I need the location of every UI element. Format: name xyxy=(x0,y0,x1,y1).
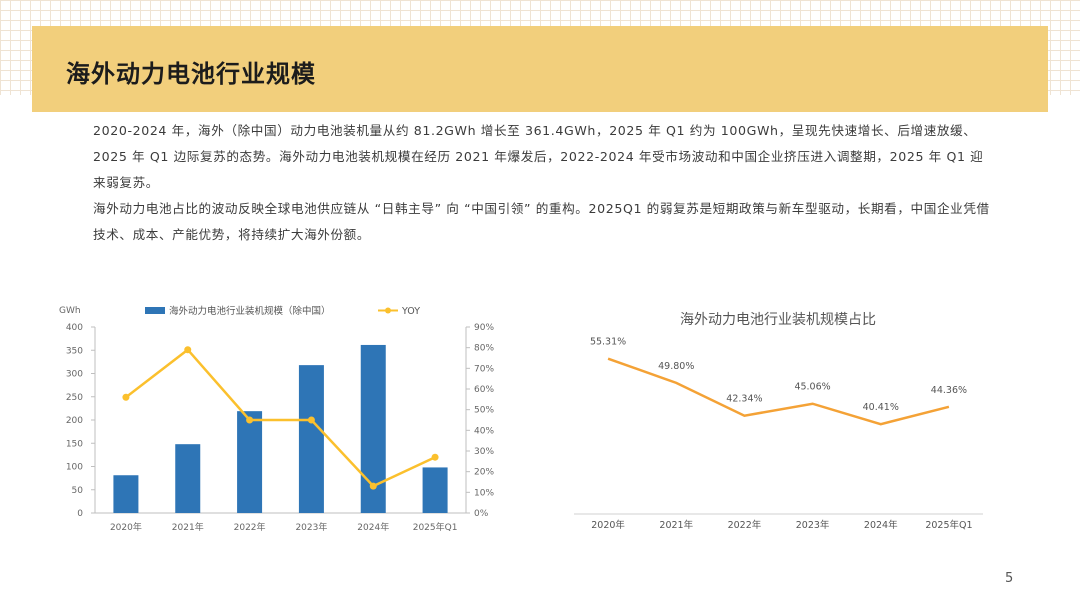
data-label: 40.41% xyxy=(863,402,899,413)
y-unit-label: GWh xyxy=(59,306,81,316)
left-y-tick-label: 250 xyxy=(66,393,83,403)
x-tick-label: 2022年 xyxy=(728,519,762,531)
right-y-tick-label: 60% xyxy=(474,385,494,395)
right-y-tick-label: 70% xyxy=(474,364,494,374)
yoy-point xyxy=(246,416,254,424)
legend-line-marker xyxy=(385,307,391,314)
data-label: 49.80% xyxy=(658,361,694,372)
right-y-tick-label: 80% xyxy=(474,344,494,354)
x-tick-label: 2020年 xyxy=(591,519,625,531)
install-volume-chart: GWh 0 50 100 150 200 250 300 350 400 0% 10% 20% 30% 40… xyxy=(59,305,494,533)
x-tick-label: 2024年 xyxy=(357,521,389,533)
intro-paragraph-2: 海外动力电池占比的波动反映全球电池供应链从 “日韩主导” 向 “中国引领” 的重… xyxy=(93,201,990,242)
x-tick-label: 2023年 xyxy=(796,519,830,531)
x-tick-label: 2025年Q1 xyxy=(925,519,972,531)
install-volume-bar xyxy=(113,475,139,513)
legend-bar-swatch xyxy=(145,307,165,314)
x-tick-label: 2025年Q1 xyxy=(413,521,458,533)
yoy-point xyxy=(184,346,192,354)
left-y-tick-label: 50 xyxy=(72,486,84,496)
x-tick-label: 2020年 xyxy=(110,521,142,533)
legend-line-label: YOY xyxy=(401,306,420,317)
x-tick-label: 2023年 xyxy=(295,521,327,533)
legend-bar-label: 海外动力电池行业装机规模（除中国） xyxy=(169,305,331,317)
right-y-tick-label: 0% xyxy=(474,509,489,519)
yoy-point xyxy=(369,482,377,490)
install-volume-bar xyxy=(298,365,324,513)
yoy-point xyxy=(122,393,130,401)
yoy-line xyxy=(125,348,436,488)
chart-title: 海外动力电池行业装机规模占比 xyxy=(680,312,876,328)
left-y-tick-label: 400 xyxy=(66,323,83,333)
data-label: 55.31% xyxy=(590,337,626,348)
right-y-tick-label: 40% xyxy=(474,426,494,436)
right-y-tick-label: 50% xyxy=(474,406,494,416)
yoy-point xyxy=(307,416,315,424)
right-y-tick-label: 30% xyxy=(474,447,494,457)
share-chart: 海外动力电池行业装机规模占比 55.31% 49.80% 42.34% 45.06% 40… xyxy=(574,312,983,531)
left-y-tick-label: 200 xyxy=(66,416,83,426)
yoy-point xyxy=(431,453,439,461)
left-y-tick-label: 150 xyxy=(66,439,83,449)
share-line xyxy=(607,357,950,426)
page-title: 海外动力电池行业规模 xyxy=(66,60,316,88)
x-tick-label: 2021年 xyxy=(659,519,693,531)
x-tick-label: 2022年 xyxy=(234,521,266,533)
intro-paragraph-1: 2020-2024 年，海外（除中国）动力电池装机量从约 81.2GWh 增长至… xyxy=(93,123,984,190)
data-label: 42.34% xyxy=(726,394,762,405)
right-y-tick-label: 10% xyxy=(474,488,494,498)
left-y-tick-label: 300 xyxy=(66,370,83,380)
page-number: 5 xyxy=(1005,571,1014,586)
data-label: 45.06% xyxy=(794,382,830,393)
install-volume-bar xyxy=(175,444,201,513)
left-y-tick-label: 350 xyxy=(66,346,83,356)
right-y-tick-label: 90% xyxy=(474,323,494,333)
x-tick-label: 2021年 xyxy=(172,521,204,533)
x-tick-label: 2024年 xyxy=(864,519,898,531)
install-volume-bar xyxy=(237,411,263,513)
header-band xyxy=(32,26,1048,112)
data-label: 44.36% xyxy=(931,385,967,396)
left-y-tick-label: 100 xyxy=(66,463,83,473)
install-volume-bar xyxy=(422,467,448,513)
left-y-tick-label: 0 xyxy=(77,509,83,519)
intro-text: 2020-2024 年，海外（除中国）动力电池装机量从约 81.2GWh 增长至… xyxy=(93,118,993,248)
right-y-tick-label: 20% xyxy=(474,468,494,478)
